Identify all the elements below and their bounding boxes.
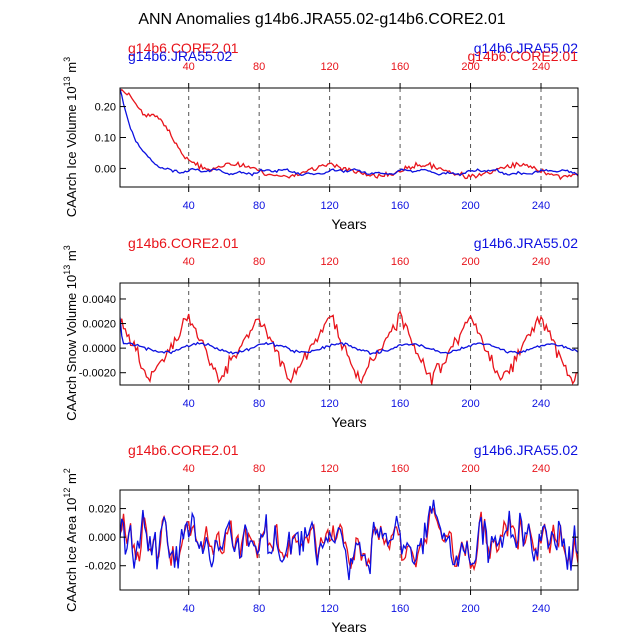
series-name-right: g14b6.JRA55.02 — [474, 442, 579, 458]
y-axis-label-exponent: 13 — [62, 76, 72, 86]
y-axis-label: CAArch Snow Volume 1013 m3 — [62, 245, 79, 420]
series-name-right: g14b6.JRA55.02 — [474, 40, 579, 56]
series-name-right: g14b6.JRA55.02 — [474, 235, 579, 251]
xtick-label-top: 40 — [183, 256, 195, 268]
x-axis-label: Years — [331, 414, 366, 430]
ytick-label: 0.10 — [95, 133, 116, 145]
xtick-label-top: 120 — [320, 61, 338, 73]
x-axis-label: Years — [331, 619, 366, 635]
xtick-label-bottom: 240 — [532, 398, 550, 410]
chart-title: ANN Anomalies g14b6.JRA55.02-g14b6.CORE2… — [138, 11, 505, 28]
xtick-label-top: 160 — [391, 61, 409, 73]
y-axis-label-text: CAArch Ice Area 10 — [64, 498, 79, 612]
series-line-blue — [120, 317, 578, 356]
ytick-label: -0.020 — [85, 561, 116, 573]
panel-1: 0.20 0.10 0.00 40 40 80 80 120 120 160 160 200 200 24… — [62, 40, 579, 232]
y-axis-label-text: CAArch Snow Volume 10 — [64, 275, 79, 421]
panels: 0.200.100.004040808012012016016020020024… — [62, 40, 579, 635]
xtick-label-top: 160 — [391, 256, 409, 268]
series-line-blue — [120, 88, 578, 177]
ytick-label: 0.0020 — [82, 319, 116, 331]
xtick-label-bottom: 200 — [461, 200, 479, 212]
y-axis-label-exponent: 12 — [62, 488, 72, 498]
xtick-label-bottom: 160 — [391, 603, 409, 615]
y-axis-label-unit: m — [64, 473, 79, 487]
xtick-label-bottom: 160 — [391, 398, 409, 410]
y-axis-label-exponent: 13 — [62, 265, 72, 275]
y-axis-label: CAArch Ice Area 1012 m2 — [62, 468, 79, 612]
xtick-label-top: 80 — [253, 61, 265, 73]
y-axis-label-text: CAArch Ice Volume 10 — [64, 86, 79, 217]
xtick-label-bottom: 120 — [320, 398, 338, 410]
ytick-label: 0.020 — [88, 504, 116, 516]
xtick-label-bottom: 80 — [253, 603, 265, 615]
xtick-label-top: 200 — [461, 61, 479, 73]
ytick-label: 0.0040 — [82, 294, 116, 306]
ytick-label: -0.0020 — [79, 368, 116, 380]
xtick-label-top: 40 — [183, 61, 195, 73]
y-axis-label-unit: m — [64, 250, 79, 264]
panel-2: 0.0040 0.0020 0.0000 -0.0020 40 40 80 80 120 120 1… — [62, 235, 579, 430]
y-axis-label: CAArch Ice Volume 1013 m3 — [62, 57, 79, 217]
y-axis-label-unit-exponent: 2 — [62, 468, 72, 473]
xtick-label-bottom: 40 — [183, 603, 195, 615]
xtick-label-bottom: 80 — [253, 398, 265, 410]
xtick-label-bottom: 120 — [320, 200, 338, 212]
series-line-blue — [120, 499, 578, 581]
ytick-label: 0.00 — [95, 163, 116, 175]
y-axis-label-unit: m — [64, 62, 79, 76]
y-axis-label-unit-exponent: 3 — [62, 57, 72, 62]
xtick-label-bottom: 240 — [532, 200, 550, 212]
xtick-label-bottom: 80 — [253, 200, 265, 212]
series-name-left: g14b6.CORE2.01 — [128, 442, 239, 458]
series-line-red — [120, 507, 578, 572]
xtick-label-top: 40 — [183, 463, 195, 475]
series-name-left: g14b6.CORE2.01 — [128, 235, 239, 251]
xtick-label-bottom: 240 — [532, 603, 550, 615]
series-name-right-2: g14b6.CORE2.01 — [467, 48, 578, 64]
xtick-label-top: 240 — [532, 463, 550, 475]
xtick-label-top: 80 — [253, 463, 265, 475]
xtick-label-top: 120 — [320, 256, 338, 268]
xtick-label-top: 240 — [532, 61, 550, 73]
series-name-left: g14b6.CORE2.01 — [128, 40, 239, 56]
series-name-left-2: g14b6.JRA55.02 — [128, 48, 233, 64]
series-line-red — [120, 310, 578, 385]
xtick-label-top: 200 — [461, 463, 479, 475]
y-axis-label-unit-exponent: 3 — [62, 245, 72, 250]
xtick-label-top: 80 — [253, 256, 265, 268]
ytick-label: 0.0000 — [82, 343, 116, 355]
ytick-label: 0.20 — [95, 102, 116, 114]
plot-frame — [119, 282, 579, 386]
xtick-label-bottom: 200 — [461, 398, 479, 410]
xtick-label-top: 120 — [320, 463, 338, 475]
xtick-label-bottom: 200 — [461, 603, 479, 615]
xtick-label-top: 200 — [461, 256, 479, 268]
panel-3: 0.020 0.000 -0.020 40 40 80 80 120 120 160 160 200 2… — [62, 442, 579, 635]
plot-frame — [119, 489, 579, 591]
xtick-label-bottom: 120 — [320, 603, 338, 615]
xtick-label-bottom: 40 — [183, 398, 195, 410]
xtick-label-top: 240 — [532, 256, 550, 268]
series-line-red — [120, 88, 578, 181]
xtick-label-top: 160 — [391, 463, 409, 475]
x-axis-label: Years — [331, 216, 366, 232]
xtick-label-bottom: 160 — [391, 200, 409, 212]
xtick-label-bottom: 40 — [183, 200, 195, 212]
ytick-label: 0.000 — [88, 532, 116, 544]
